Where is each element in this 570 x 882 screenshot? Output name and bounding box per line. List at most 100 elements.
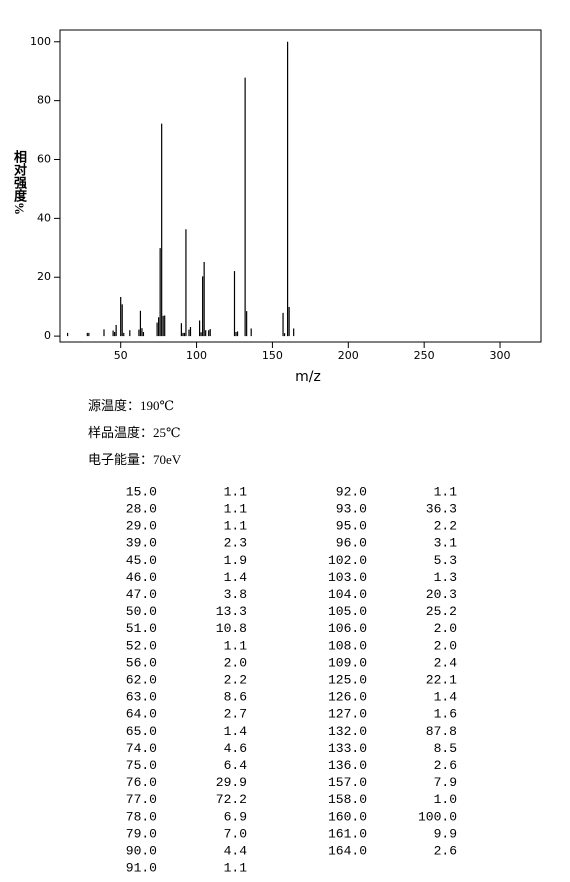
intensity-cell: 8.5 (434, 741, 457, 756)
y-tick-label: 100 (30, 35, 51, 48)
mz-cell: 29.0 (126, 519, 157, 534)
mz-cell: 63.0 (126, 690, 157, 705)
mz-cell: 79.0 (126, 826, 157, 841)
mz-cell: 91.0 (126, 861, 157, 876)
intensity-cell: 7.9 (434, 775, 457, 790)
intensity-cell: 1.1 (224, 638, 248, 653)
x-tick-label: 150 (262, 349, 283, 362)
mz-cell: 56.0 (126, 655, 157, 670)
mz-cell: 125.0 (328, 673, 367, 688)
mz-cell: 90.0 (126, 844, 157, 859)
mz-cell: 103.0 (328, 570, 367, 585)
mz-cell: 76.0 (126, 775, 157, 790)
mz-cell: 158.0 (328, 792, 367, 807)
x-tick-label: 250 (414, 349, 435, 362)
mz-cell: 28.0 (126, 502, 157, 517)
intensity-cell: 1.1 (434, 484, 458, 499)
x-axis-label: m/z (295, 369, 321, 385)
plot-frame (59, 29, 542, 343)
mz-cell: 64.0 (126, 707, 157, 722)
intensity-cell: 36.3 (426, 502, 457, 517)
intensity-cell: 2.4 (434, 655, 458, 670)
mz-cell: 39.0 (126, 536, 157, 551)
intensity-cell: 25.2 (426, 604, 457, 619)
intensity-cell: 4.6 (224, 741, 247, 756)
mz-cell: 164.0 (328, 844, 367, 859)
mz-cell: 50.0 (126, 604, 157, 619)
intensity-cell: 1.4 (434, 690, 458, 705)
intensity-cell: 87.8 (426, 724, 457, 739)
intensity-cell: 4.4 (224, 844, 248, 859)
intensity-cell: 1.1 (224, 484, 248, 499)
intensity-cell: 2.3 (224, 536, 247, 551)
mz-cell: 96.0 (336, 536, 367, 551)
mz-cell: 77.0 (126, 792, 157, 807)
intensity-cell: 1.4 (224, 724, 248, 739)
intensity-cell: 2.2 (224, 673, 247, 688)
intensity-cell: 2.0 (434, 638, 457, 653)
y-axis-label: 相对强度% (12, 149, 27, 215)
mz-cell: 108.0 (328, 638, 367, 653)
mz-cell: 132.0 (328, 724, 367, 739)
condition-text: 电子能量：70eV (88, 452, 182, 467)
intensity-cell: 100.0 (418, 809, 457, 824)
intensity-cell: 1.0 (434, 792, 457, 807)
intensity-cell: 1.1 (224, 519, 248, 534)
intensity-cell: 9.9 (434, 826, 457, 841)
mz-cell: 15.0 (126, 484, 157, 499)
mz-cell: 133.0 (328, 741, 367, 756)
x-tick-label: 100 (186, 349, 207, 362)
intensity-cell: 5.3 (434, 553, 457, 568)
condition-text: 源温度：190℃ (88, 398, 174, 413)
intensity-cell: 2.6 (434, 844, 457, 859)
mz-cell: 161.0 (328, 826, 367, 841)
mz-cell: 93.0 (336, 502, 367, 517)
condition-text: 样品温度：25℃ (88, 425, 181, 440)
mz-cell: 136.0 (328, 758, 367, 773)
intensity-cell: 6.9 (224, 809, 247, 824)
y-tick-label: 0 (44, 329, 51, 342)
mz-cell: 126.0 (328, 690, 367, 705)
intensity-cell: 72.2 (216, 792, 247, 807)
mz-cell: 51.0 (126, 621, 157, 636)
intensity-cell: 20.3 (426, 587, 457, 602)
mz-cell: 106.0 (328, 621, 367, 636)
mz-cell: 95.0 (336, 519, 367, 534)
mz-cell: 105.0 (328, 604, 367, 619)
mz-cell: 62.0 (126, 673, 157, 688)
x-tick-label: 300 (490, 349, 511, 362)
mz-cell: 74.0 (126, 741, 157, 756)
intensity-cell: 2.0 (434, 621, 457, 636)
mz-cell: 102.0 (328, 553, 367, 568)
mz-cell: 109.0 (328, 655, 367, 670)
mz-cell: 75.0 (126, 758, 157, 773)
mz-cell: 104.0 (328, 587, 367, 602)
mz-cell: 127.0 (328, 707, 367, 722)
y-tick-label: 60 (37, 153, 51, 166)
intensity-cell: 1.4 (224, 570, 248, 585)
mz-cell: 92.0 (336, 484, 367, 499)
mz-cell: 157.0 (328, 775, 367, 790)
intensity-cell: 1.6 (434, 707, 457, 722)
intensity-cell: 2.2 (434, 519, 457, 534)
y-tick-label: 40 (37, 211, 51, 224)
mz-cell: 160.0 (328, 809, 367, 824)
intensity-cell: 1.3 (434, 570, 457, 585)
mz-cell: 46.0 (126, 570, 157, 585)
intensity-cell: 29.9 (216, 775, 247, 790)
mz-cell: 45.0 (126, 553, 157, 568)
y-tick-label: 80 (37, 94, 51, 107)
x-tick-label: 50 (114, 349, 128, 362)
intensity-cell: 10.8 (216, 621, 247, 636)
intensity-cell: 6.4 (224, 758, 248, 773)
intensity-cell: 7.0 (224, 826, 247, 841)
intensity-cell: 2.0 (224, 655, 247, 670)
intensity-cell: 13.3 (216, 604, 247, 619)
intensity-cell: 2.7 (224, 707, 247, 722)
intensity-cell: 8.6 (224, 690, 247, 705)
mz-cell: 78.0 (126, 809, 157, 824)
y-tick-label: 20 (37, 270, 51, 283)
mz-cell: 52.0 (126, 638, 157, 653)
x-tick-label: 200 (338, 349, 359, 362)
